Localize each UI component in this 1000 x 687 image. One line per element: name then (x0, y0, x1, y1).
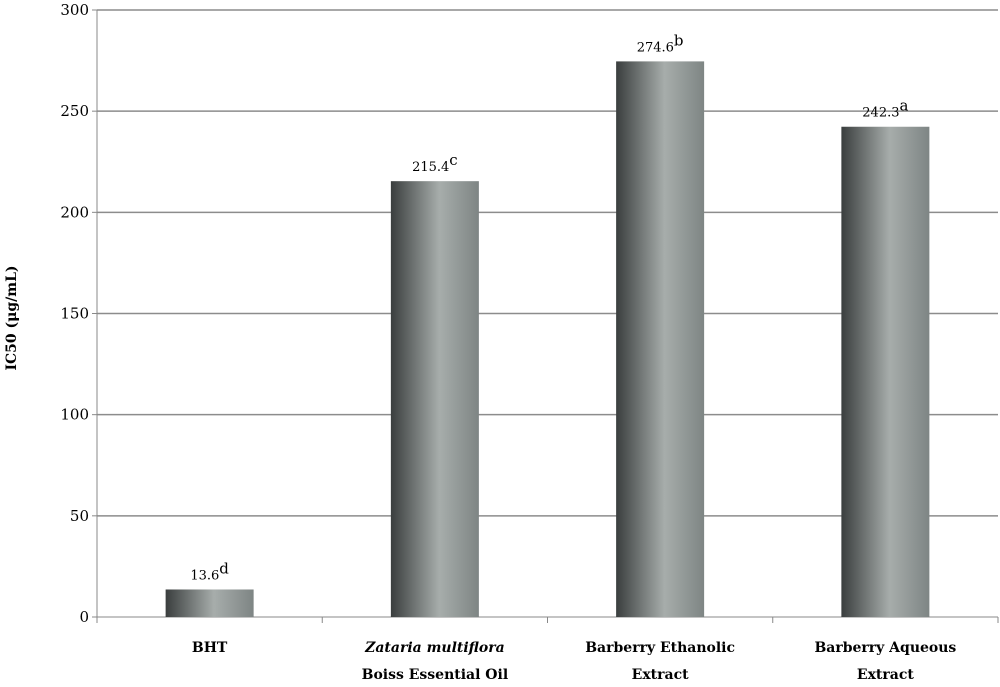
y-tick-label: 0 (79, 608, 89, 626)
y-axis-label: IC50 (μg/mL) (4, 265, 20, 370)
y-tick-label: 250 (60, 102, 89, 120)
x-tick-label: Extract (632, 667, 689, 683)
y-tick-label: 200 (60, 203, 89, 221)
y-tick-label: 100 (60, 406, 89, 424)
x-tick-label: Barberry Aqueous (814, 640, 956, 656)
value-number: 215.4 (412, 160, 449, 175)
x-tick-label: Boiss Essential Oil (362, 667, 509, 683)
value-label: 13.6d (190, 559, 229, 583)
significance-letter: b (674, 31, 684, 49)
value-number: 274.6 (637, 40, 674, 55)
value-label: 215.4c (412, 151, 458, 175)
value-number: 13.6 (190, 568, 219, 583)
value-label: 242.3a (862, 97, 908, 121)
bar (841, 126, 930, 617)
x-tick-label: Zataria multiflora (364, 640, 505, 656)
y-tick-label: 150 (60, 305, 89, 323)
value-label: 274.6b (637, 31, 684, 55)
bar (390, 181, 479, 617)
value-number: 242.3 (862, 106, 899, 121)
significance-letter: a (900, 97, 909, 115)
bar (165, 589, 254, 617)
bar (616, 61, 705, 618)
x-tick-label: Barberry Ethanolic (585, 640, 735, 656)
x-tick-label: BHT (192, 640, 228, 656)
significance-letter: d (219, 559, 229, 577)
y-tick-label: 50 (70, 507, 89, 525)
x-tick-label: Extract (857, 667, 914, 683)
significance-letter: c (449, 151, 457, 169)
y-tick-label: 300 (60, 1, 89, 19)
